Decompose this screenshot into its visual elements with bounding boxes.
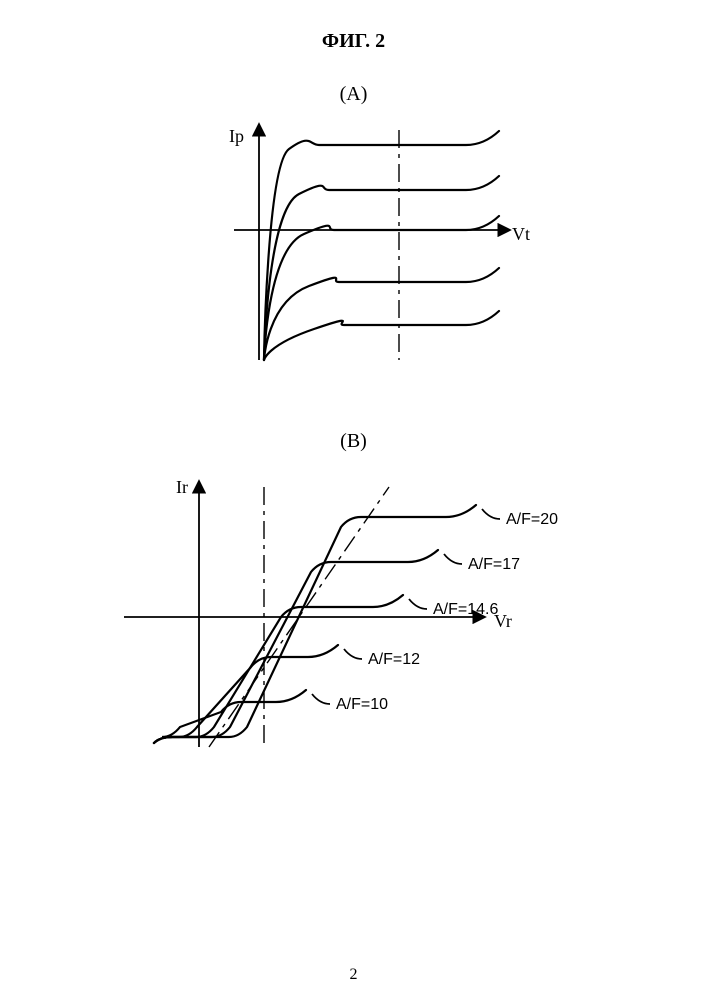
svg-text:A/F=20: A/F=20 <box>506 511 558 528</box>
svg-text:A/F=14.6: A/F=14.6 <box>433 601 498 618</box>
svg-text:A/F=10: A/F=10 <box>336 696 388 713</box>
page-number: 2 <box>0 966 707 984</box>
chart-b: VrIrA/F=20A/F=17A/F=14.6A/F=12A/F=10 <box>94 457 614 777</box>
subplot-a-label: (A) <box>0 83 707 106</box>
svg-text:Ip: Ip <box>229 126 244 146</box>
subplot-b-label: (B) <box>0 430 707 453</box>
chart-a-container: Vt Ip <box>0 110 707 390</box>
svg-text:A/F=17: A/F=17 <box>468 556 520 573</box>
svg-text:Vt: Vt <box>512 224 530 244</box>
svg-text:A/F=12: A/F=12 <box>368 651 420 668</box>
svg-text:Ir: Ir <box>176 477 188 497</box>
chart-b-container: VrIrA/F=20A/F=17A/F=14.6A/F=12A/F=10 <box>0 457 707 777</box>
chart-a: Vt Ip <box>174 110 534 390</box>
figure-title: ФИГ. 2 <box>0 0 707 53</box>
